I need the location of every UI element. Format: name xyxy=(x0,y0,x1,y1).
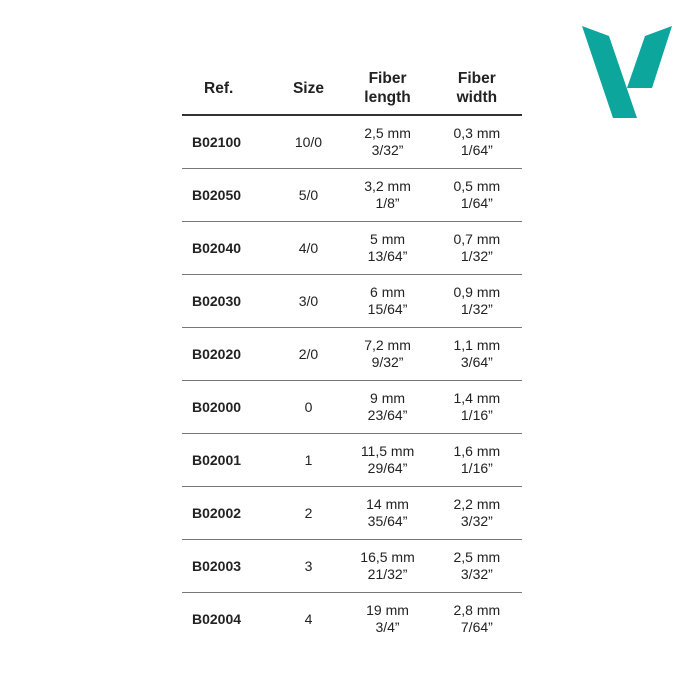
cell-fiber-width: 1,1 mm 3/64” xyxy=(431,327,522,381)
length-in: 1/8” xyxy=(375,195,400,211)
length-mm: 7,2 mm xyxy=(364,337,411,353)
length-mm: 9 mm xyxy=(370,390,406,406)
length-mm: 2,5 mm xyxy=(364,125,411,141)
width-in: 1/16” xyxy=(460,407,493,423)
cell-size: 5/0 xyxy=(273,168,344,222)
table-row: B02003 3 16,5 mm 21/32” 2,5 mm 3/32” xyxy=(182,539,522,593)
cell-fiber-length: 3,2 mm 1/8” xyxy=(343,168,432,222)
cell-fiber-length: 5 mm 13/64” xyxy=(343,221,432,275)
cell-ref: B02000 xyxy=(182,380,274,434)
table-row: B02100 10/0 2,5 mm 3/32” 0,3 mm 1/64” xyxy=(182,115,522,169)
logo-right-stroke xyxy=(627,26,672,88)
cell-size: 1 xyxy=(273,433,344,487)
length-in: 29/64” xyxy=(367,460,408,476)
table-row: B02002 2 14 mm 35/64” 2,2 mm 3/32” xyxy=(182,486,522,540)
width-mm: 0,3 mm xyxy=(453,125,501,141)
width-mm: 0,5 mm xyxy=(453,178,501,194)
specs-table: Ref. Size Fiber length Fiber width B02100 1… xyxy=(182,62,522,645)
cell-fiber-width: 2,2 mm 3/32” xyxy=(431,486,522,540)
cell-fiber-width: 0,3 mm 1/64” xyxy=(431,115,522,169)
length-mm: 11,5 mm xyxy=(360,443,415,459)
cell-fiber-width: 0,9 mm 1/32” xyxy=(431,274,522,328)
length-in: 13/64” xyxy=(367,248,408,264)
cell-fiber-width: 2,5 mm 3/32” xyxy=(431,539,522,593)
cell-size: 4 xyxy=(304,610,313,627)
length-in: 15/64” xyxy=(367,301,408,317)
width-in: 1/64” xyxy=(460,195,493,211)
width-in: 7/64” xyxy=(460,619,493,635)
header-ref: Ref. xyxy=(182,62,274,116)
cell-size: 4/0 xyxy=(273,221,344,275)
length-mm: 19 mm xyxy=(366,602,409,618)
length-mm: 16,5 mm xyxy=(360,549,415,565)
length-mm: 14 mm xyxy=(366,496,409,512)
cell-fiber-length: 7,2 mm 9/32” xyxy=(343,327,432,381)
cell-fiber-length: 11,5 mm 29/64” xyxy=(343,433,432,487)
brand-logo xyxy=(582,26,672,118)
width-in: 1/64” xyxy=(460,142,493,158)
length-mm: 6 mm xyxy=(370,284,406,300)
width-mm: 0,9 mm xyxy=(453,284,501,300)
cell-size: 2 xyxy=(273,486,344,540)
width-mm: 2,8 mm xyxy=(453,602,501,618)
cell-size: 3 xyxy=(273,539,344,593)
length-in: 21/32” xyxy=(367,566,408,582)
cell-ref: B02020 xyxy=(182,327,274,381)
length-in: 23/64” xyxy=(367,407,408,423)
table-row: B02030 3/0 6 mm 15/64” 0,9 mm 1/32” xyxy=(182,274,522,328)
width-mm: 1,6 mm xyxy=(453,443,501,459)
width-in: 1/32” xyxy=(460,248,493,264)
cell-size: 3/0 xyxy=(273,274,344,328)
cell-size: 10/0 xyxy=(273,115,344,169)
logo-left-stroke xyxy=(582,26,637,118)
cell-ref: B02100 xyxy=(182,115,274,169)
cell-fiber-width: 2,8 mm 7/64” xyxy=(432,593,522,646)
width-mm: 2,5 mm xyxy=(453,549,501,565)
header-fiber-width: Fiber width xyxy=(431,62,522,116)
table-row: B02020 2/0 7,2 mm 9/32” 1,1 mm 3/64” xyxy=(182,327,522,381)
cell-size: 2/0 xyxy=(273,327,344,381)
cell-fiber-width: 1,4 mm 1/16” xyxy=(431,380,522,434)
table-row: B02000 0 9 mm 23/64” 1,4 mm 1/16” xyxy=(182,380,522,434)
width-in: 3/32” xyxy=(460,566,493,582)
table-row: B02040 4/0 5 mm 13/64” 0,7 mm 1/32” xyxy=(182,221,522,275)
cell-fiber-length: 14 mm 35/64” xyxy=(343,486,432,540)
header-size: Size xyxy=(273,62,344,116)
length-in: 3/4” xyxy=(375,619,400,635)
cell-ref: B02004 xyxy=(192,610,242,627)
cell-ref: B02001 xyxy=(182,433,274,487)
cell-fiber-width: 0,7 mm 1/32” xyxy=(431,221,522,275)
header-fiber-length: Fiber length xyxy=(343,62,432,116)
width-mm: 2,2 mm xyxy=(453,496,501,512)
cell-ref: B02040 xyxy=(182,221,274,275)
width-mm: 0,7 mm xyxy=(453,231,501,247)
cell-fiber-length: 2,5 mm 3/32” xyxy=(343,115,432,169)
cell-fiber-length: 9 mm 23/64” xyxy=(343,380,432,434)
width-in: 1/16” xyxy=(460,460,493,476)
length-in: 9/32” xyxy=(371,354,404,370)
table-row: B02050 5/0 3,2 mm 1/8” 0,5 mm 1/64” xyxy=(182,168,522,222)
length-in: 35/64” xyxy=(367,513,408,529)
cell-fiber-length: 16,5 mm 21/32” xyxy=(343,539,432,593)
cell-ref: B02002 xyxy=(182,486,274,540)
length-mm: 5 mm xyxy=(370,231,406,247)
table-row: B02001 1 11,5 mm 29/64” 1,6 mm 1/16” xyxy=(182,433,522,487)
cell-fiber-length: 19 mm 3/4” xyxy=(343,593,431,646)
length-mm: 3,2 mm xyxy=(364,178,411,194)
cell-fiber-width: 0,5 mm 1/64” xyxy=(431,168,522,222)
width-in: 3/64” xyxy=(460,354,493,370)
table-row: B02004 4 19 mm 3/4” 2,8 mm 7/64” xyxy=(182,593,522,646)
length-in: 3/32” xyxy=(371,142,404,158)
width-in: 3/32” xyxy=(460,513,493,529)
width-mm: 1,4 mm xyxy=(453,390,501,406)
cell-size: 0 xyxy=(273,380,344,434)
cell-fiber-width: 1,6 mm 1/16” xyxy=(431,433,522,487)
cell-ref: B02003 xyxy=(182,539,274,593)
cell-fiber-length: 6 mm 15/64” xyxy=(343,274,432,328)
table-header-row: Ref. Size Fiber length Fiber width xyxy=(182,62,522,116)
cell-ref: B02050 xyxy=(182,168,274,222)
width-mm: 1,1 mm xyxy=(453,337,501,353)
cell-ref: B02030 xyxy=(182,274,274,328)
width-in: 1/32” xyxy=(460,301,493,317)
